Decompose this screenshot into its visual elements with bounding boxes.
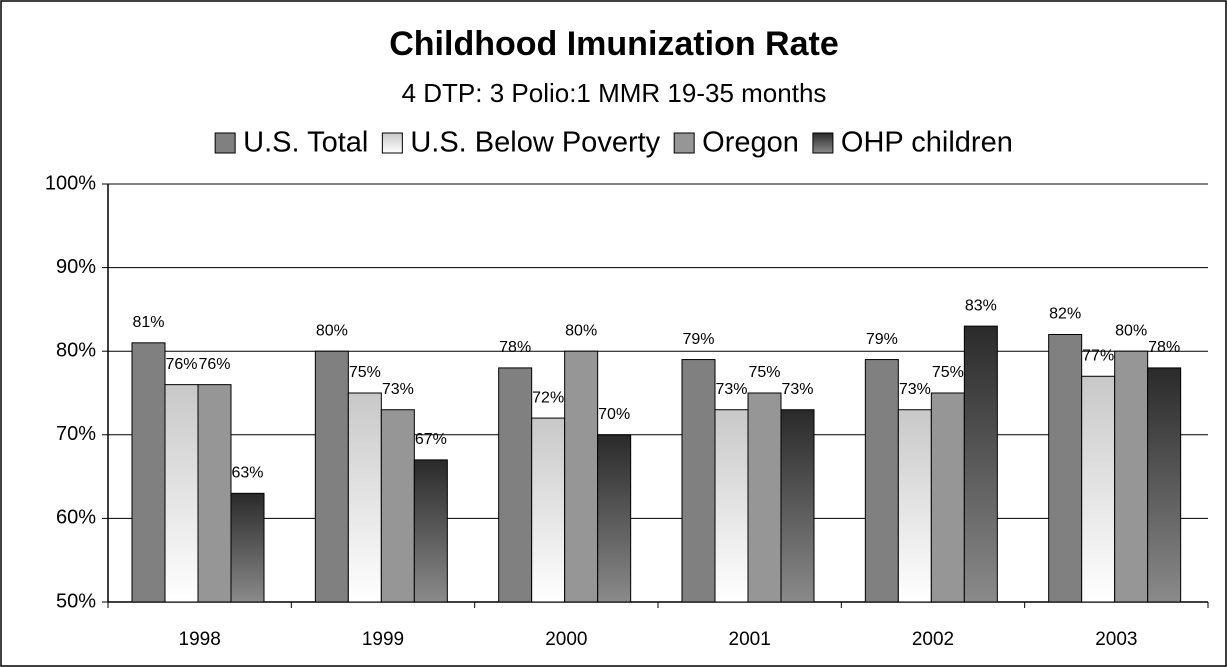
bar (1147, 367, 1182, 603)
legend-label: U.S. Total (243, 127, 368, 159)
x-tick-label: 1999 (362, 629, 404, 650)
bar (564, 350, 599, 603)
bar (864, 359, 899, 603)
y-tick-label: 50% (56, 590, 96, 612)
y-tick-label: 100% (45, 172, 96, 194)
bar (531, 417, 566, 603)
value-label: 76% (165, 356, 197, 373)
chart-title: Childhood Imunization Rate (389, 25, 839, 63)
x-tick-label: 2002 (912, 629, 954, 650)
bar (1081, 375, 1116, 603)
legend-label: U.S. Below Poverty (410, 127, 660, 159)
legend-label: Oregon (702, 127, 799, 159)
bar (747, 392, 782, 603)
value-label: 79% (866, 331, 898, 348)
y-tick-label: 70% (56, 423, 96, 445)
y-tick-label: 80% (56, 339, 96, 361)
value-label: 75% (349, 364, 381, 381)
value-label: 73% (899, 381, 931, 398)
value-label: 77% (1082, 347, 1114, 364)
value-label: 79% (682, 331, 714, 348)
bar (347, 392, 382, 603)
bar (1114, 350, 1149, 603)
bar (897, 409, 932, 603)
value-label: 76% (198, 356, 230, 373)
chart-subtitle: 4 DTP: 3 Polio:1 MMR 19-35 months (402, 78, 827, 108)
x-tick-label: 2000 (545, 629, 587, 650)
bar (681, 359, 716, 603)
bar (780, 409, 815, 603)
value-label: 80% (565, 322, 597, 339)
legend-swatch (381, 132, 403, 154)
value-label: 78% (499, 339, 531, 356)
value-label: 75% (932, 364, 964, 381)
y-tick-label: 90% (56, 256, 96, 278)
legend-label: OHP children (841, 127, 1013, 159)
bar (230, 492, 265, 603)
value-label: 63% (231, 465, 263, 482)
value-label: 80% (316, 322, 348, 339)
value-label: 73% (781, 381, 813, 398)
value-label: 83% (965, 297, 997, 314)
bar (714, 409, 749, 603)
value-label: 80% (1115, 322, 1147, 339)
value-label: 73% (382, 381, 414, 398)
bar (197, 384, 232, 603)
bar (597, 434, 632, 603)
value-label: 72% (532, 389, 564, 406)
value-label: 75% (748, 364, 780, 381)
value-label: 67% (415, 431, 447, 448)
bar (314, 350, 349, 603)
y-tick-label: 60% (56, 507, 96, 529)
value-label: 81% (132, 314, 164, 331)
value-label: 78% (1148, 339, 1180, 356)
bar (380, 409, 415, 603)
bar (131, 342, 166, 603)
value-label: 73% (715, 381, 747, 398)
value-label: 82% (1049, 306, 1081, 323)
x-tick-label: 2001 (729, 629, 771, 650)
bar (1048, 333, 1083, 603)
legend-swatch (214, 132, 236, 154)
bar (930, 392, 965, 603)
x-tick-label: 2003 (1095, 629, 1137, 650)
legend-swatch (812, 132, 834, 154)
value-label: 70% (598, 406, 630, 423)
bar (164, 384, 199, 603)
bar (963, 325, 998, 603)
legend-swatch (673, 132, 695, 154)
bar (498, 367, 533, 603)
x-tick-label: 1998 (179, 629, 221, 650)
bar (413, 459, 448, 603)
